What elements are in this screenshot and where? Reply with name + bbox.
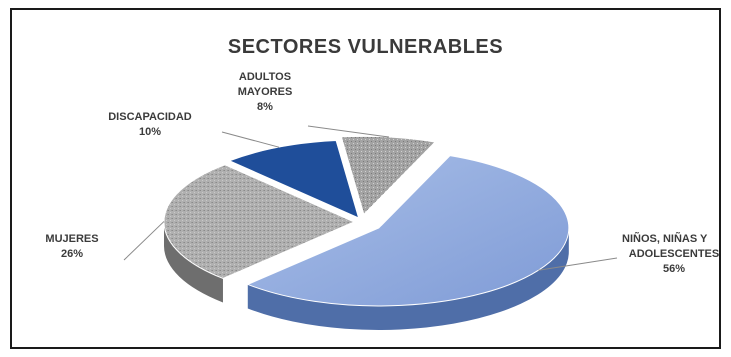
chart-frame: SECTORES VULNERABLES NIÑOS, NIÑAS Y ADOLE… <box>10 8 721 349</box>
slice-label-0: NIÑOS, NIÑAS Y ADOLESCENTES 56% <box>622 232 719 275</box>
slice-label-3: ADULTOS MAYORES 8% <box>238 71 293 113</box>
slice-side-1 <box>164 221 223 303</box>
slice-label-2: DISCAPACIDAD 10% <box>108 111 192 138</box>
pie-sides <box>164 221 569 330</box>
leader-lines <box>123 125 618 271</box>
leader-line-1 <box>123 221 165 261</box>
pie-slices <box>163 135 570 307</box>
slice-side-0 <box>247 227 569 330</box>
chart-title: SECTORES VULNERABLES <box>227 36 504 58</box>
leader-line-2 <box>221 131 280 148</box>
pie-slice-2 <box>228 140 360 219</box>
slice-label-1: MUJERES 26% <box>45 233 98 260</box>
slice-labels: NIÑOS, NIÑAS Y ADOLESCENTES 56% MUJERES 26% D… <box>45 71 719 275</box>
leader-line-0 <box>538 257 618 271</box>
pie-slice-0 <box>246 155 570 307</box>
pie-chart: NIÑOS, NIÑAS Y ADOLESCENTES 56% MUJERES 26% D… <box>45 71 719 330</box>
leader-line-3 <box>307 125 390 138</box>
